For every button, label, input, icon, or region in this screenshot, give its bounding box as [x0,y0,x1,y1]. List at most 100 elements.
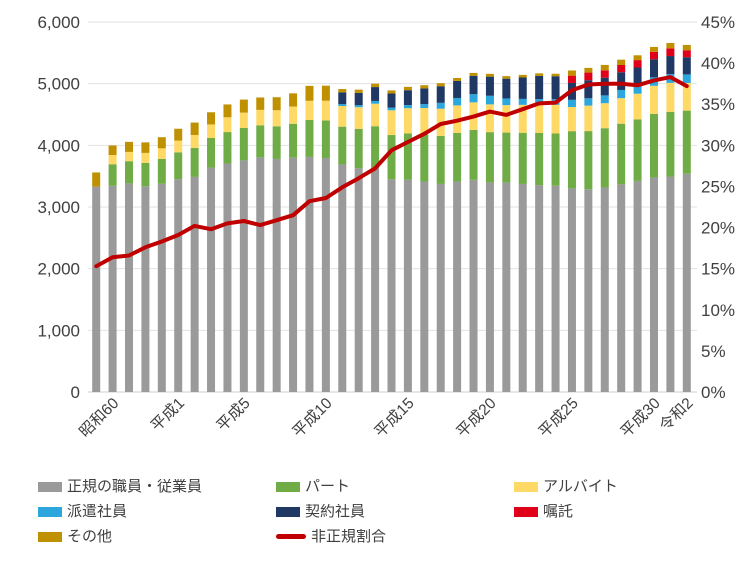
bar-segment [338,89,347,93]
bar-segment [600,64,609,71]
bar-segment [239,99,248,113]
bar-segment [354,168,363,392]
bar-segment [682,82,691,111]
bar-segment [535,75,544,100]
bar-segment [518,183,527,392]
y-right-tick-label: 45% [701,13,735,32]
bar-segment [617,64,626,73]
bar-segment [256,97,265,110]
legend-swatch-contract [276,506,300,517]
bar-segment [338,105,347,127]
bar-segment [682,44,691,51]
bar-segment [108,155,117,165]
bar-segment [272,158,281,392]
bar-segment [469,94,478,103]
bar-segment [371,103,380,127]
bar-segment [207,138,216,168]
bar-segment [190,122,199,135]
bar-segment [108,185,117,392]
bar-segment [338,104,347,106]
legend-swatch-other [38,531,62,542]
bar-segment [485,73,494,77]
bar-segment [633,60,642,68]
bar-segment [239,160,248,392]
bar-segment [420,181,429,392]
bar-segment [108,145,117,156]
bar-segment [174,152,183,180]
bar-segment [682,173,691,392]
y-right-tick-label: 10% [701,301,735,320]
bar-segment [666,111,675,177]
bar-segment [436,83,445,87]
bar-segment [502,78,511,99]
bar-segment [502,98,511,106]
bar-segment [403,90,412,106]
bar-segment [436,135,445,184]
bar-segment [518,98,527,105]
bar-segment [207,112,216,125]
bar-segment [207,167,216,392]
bar-segment [600,128,609,188]
y-left-tick-label: 0 [71,383,80,402]
bar-segment [239,128,248,161]
bar-segment [436,102,445,109]
bar-segment [453,97,462,106]
bar-segment [125,183,134,392]
bar-segment [371,167,380,392]
y-right-tick-label: 40% [701,54,735,73]
bar-segment [617,184,626,392]
bar-segment [535,104,544,133]
bar-segment [92,186,101,392]
bar-segment [190,176,199,392]
bar-segment [600,187,609,392]
legend-swatch-regular-staff [38,481,62,492]
bar-segment [633,180,642,392]
bar-segment [617,72,626,90]
bar-segment [157,137,166,149]
bar-segment [371,100,380,104]
bar-segment [682,50,691,58]
bar-segment [584,189,593,392]
bar-segment [551,73,560,77]
x-tick-label: 平成20 [453,394,500,441]
bar-segment [289,93,298,107]
bar-segment [682,57,691,75]
bar-segment [371,126,380,168]
bar-segment [485,104,494,133]
bar-segment [518,77,527,99]
bar-segment [420,88,429,105]
bar-segment [387,110,396,136]
legend-label-part-time: パート [305,478,351,495]
bar-segment [584,80,593,99]
bar-segment [567,188,576,392]
bar-segment [666,42,675,49]
bar-segment [387,93,396,108]
bar-segment [469,72,478,76]
bar-segment [666,56,675,75]
bar-segment [289,106,298,124]
bar-segment [567,75,576,83]
bar-segment [190,134,199,148]
bar-segment [682,74,691,83]
bar-segment [272,110,281,127]
bar-segment [584,105,593,132]
bar-segment [485,95,494,105]
legend-item-other: その他 [38,529,276,545]
bar-segment [223,117,232,133]
bar-segment [354,92,363,106]
bar-segment [403,133,412,180]
legend-item-dispatched: 派遣社員 [38,504,276,520]
bar-segment [305,156,314,392]
bar-segment [420,134,429,182]
bar-segment [223,104,232,118]
bar-segment [502,132,511,183]
x-tick-label: 昭和60 [76,394,123,441]
legend-label-other: その他 [67,528,113,545]
x-tick-label: 平成15 [371,394,418,441]
bar-segment [420,104,429,108]
bar-segment [551,185,560,392]
legend-label-contract: 契約社員 [305,503,366,520]
bar-segment [682,110,691,174]
bar-segment [666,176,675,392]
bar-segment [518,104,527,133]
